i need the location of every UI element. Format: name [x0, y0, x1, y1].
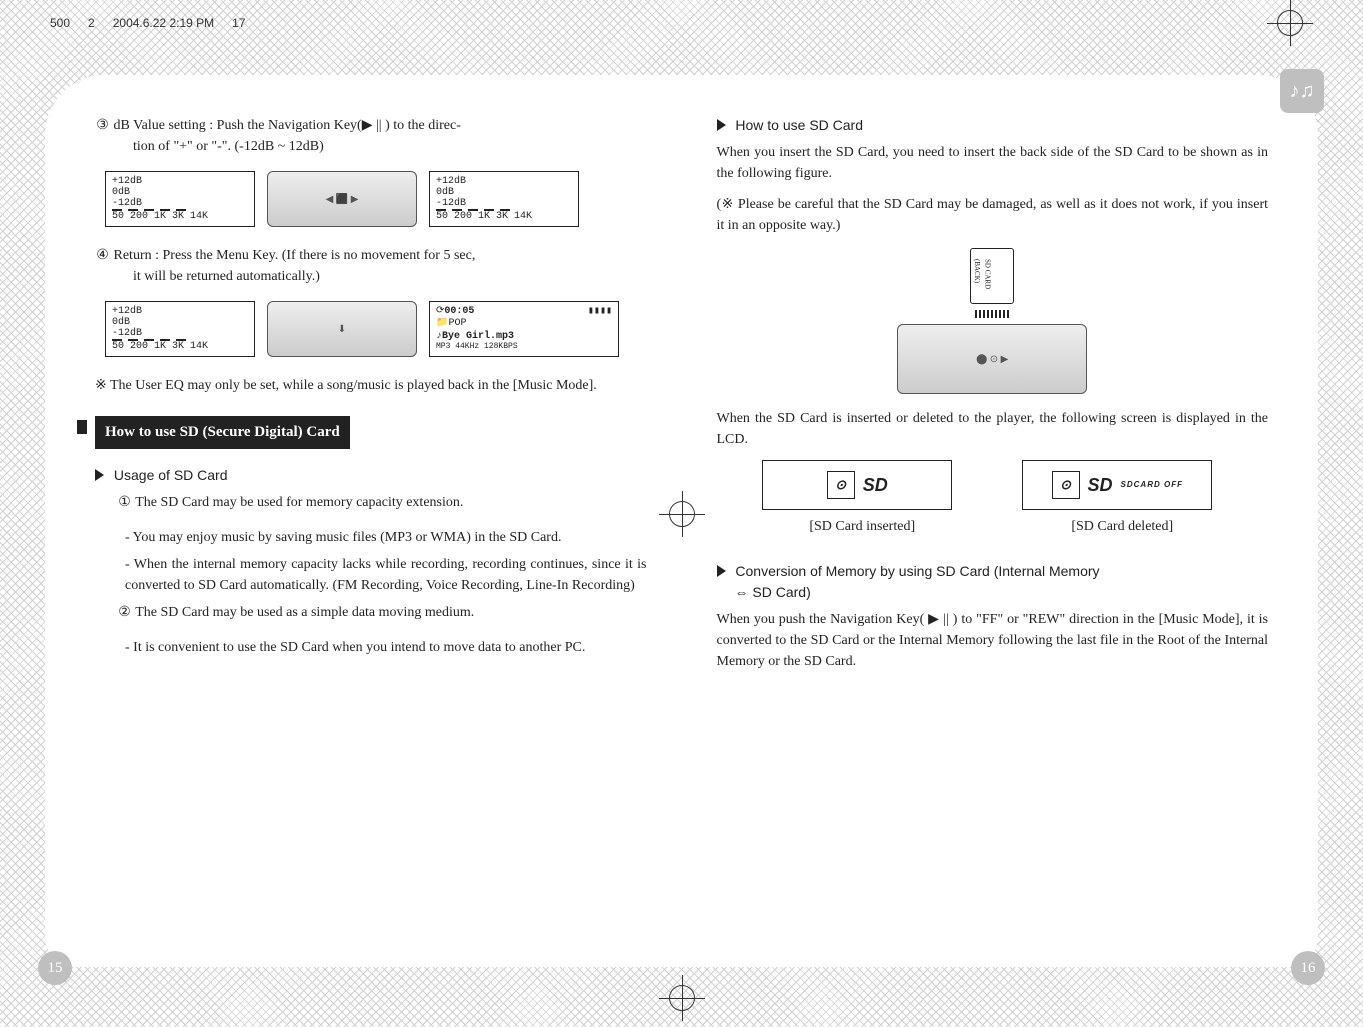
play-lcd: ⟳00:05▮▮▮▮ 📁POP ♪Bye Girl.mp3 MP3 44KHz … [429, 301, 619, 357]
sd-inserted-icon: ⊙ [827, 471, 855, 499]
print-header: 500 2 2004.6.22 2:19 PM 17 [50, 8, 1313, 38]
p2-num: ② [117, 602, 132, 623]
play-track: Bye Girl.mp3 [442, 331, 514, 342]
step3-text-b: ) to the direc- [385, 118, 461, 133]
howto-note: (※ Please be careful that the SD Card ma… [717, 194, 1269, 236]
p1-bullets: You may enjoy music by saving music file… [125, 527, 647, 596]
sd-card-back: SD CARD (BACK) [970, 248, 1014, 304]
play-time: 00:05 [444, 306, 474, 317]
registration-mark-top [1267, 0, 1313, 46]
eq-scale-2: +12dB 0dB -12dB [436, 176, 572, 209]
step4-text-b: it will be returned automatically.) [133, 266, 647, 287]
eq-illustration-2: +12dB 0dB -12dB 50 200 1K 3K 14K ⬇ ⟳00:0… [105, 301, 647, 357]
eq-freq-2: 50 200 1K 3K 14K [436, 211, 572, 222]
sd-status-row: ⊙ SD [SD Card inserted] ⊙ SD SDCARD OFF … [717, 460, 1269, 537]
triangle-icon-3 [717, 565, 726, 577]
eq-lcd-3: +12dB 0dB -12dB 50 200 1K 3K 14K [105, 301, 255, 357]
eq-lcd-before: +12dB 0dB -12dB 50 200 1K 3K 14K [105, 171, 255, 227]
page-number-left: 15 [38, 951, 72, 985]
p1-num: ① [117, 492, 132, 513]
sdcard-off: SDCARD OFF [1121, 479, 1183, 491]
section-title: How to use SD (Secure Digital) Card [95, 416, 350, 449]
sub-conversion: Conversion of Memory by using SD Card (I… [717, 561, 1269, 603]
play-mode: POP [448, 318, 466, 329]
p1-text: The SD Card may be used for memory capac… [135, 495, 463, 510]
left-column: ③ dB Value setting : Push the Navigation… [95, 115, 647, 937]
header-version: 2 [88, 16, 95, 30]
sub-usage-text: Usage of SD Card [114, 467, 228, 483]
sd-player-device: ⬤ ⊙ ▶ [897, 324, 1087, 394]
header-datetime: 2004.6.22 2:19 PM [113, 16, 214, 30]
eq-lcd-after: +12dB 0dB -12dB 50 200 1K 3K 14K [429, 171, 579, 227]
usage-p1: ① The SD Card may be used for memory cap… [117, 492, 647, 513]
tip-text: The User EQ may only be set, while a son… [110, 378, 597, 393]
pause-glyph: || [376, 118, 382, 133]
step3: ③ dB Value setting : Push the Navigation… [95, 115, 647, 157]
step4-text-a: Return : Press the Menu Key. (If there i… [114, 248, 476, 263]
tip-symbol: ※ [95, 378, 107, 393]
play-meta: MP3 44KHz 128KBPS [436, 343, 612, 352]
sub-conv-a: Conversion of Memory by using SD Card (I… [735, 563, 1099, 579]
step3-num: ③ [95, 115, 110, 136]
right-column: How to use SD Card When you insert the S… [717, 115, 1269, 937]
header-page: 17 [232, 16, 245, 30]
status-text: When the SD Card is inserted or deleted … [717, 408, 1269, 450]
p1-b2: When the internal memory capacity lacks … [125, 554, 647, 596]
device-keyvisual: ◀ ⬛ ▶ [267, 171, 417, 227]
eq-freq: 50 200 1K 3K 14K [112, 211, 248, 222]
eq-freq-3: 50 200 1K 3K 14K [112, 341, 248, 352]
eq-scale: +12dB 0dB -12dB [112, 176, 248, 209]
registration-mark-center [659, 491, 705, 537]
sd-logo-2: SD [1088, 472, 1113, 499]
triangle-icon-2 [717, 119, 726, 131]
sub-usage: Usage of SD Card [95, 465, 647, 486]
conversion-text: When you push the Navigation Key( ▶ || )… [717, 609, 1269, 672]
user-eq-tip: ※ The User EQ may only be set, while a s… [95, 375, 647, 396]
eq-scale-3: +12dB 0dB -12dB [112, 306, 248, 339]
sd-assembly: SD CARD (BACK) ⬤ ⊙ ▶ [897, 248, 1087, 394]
sd-back-label: SD CARD (BACK) [971, 259, 992, 289]
header-file: 500 [50, 16, 70, 30]
howto-intro: When you insert the SD Card, you need to… [717, 142, 1269, 184]
step4: ④ Return : Press the Menu Key. (If there… [95, 245, 647, 287]
sub-howto-text: How to use SD Card [735, 117, 863, 133]
device-keyvisual-2: ⬇ [267, 301, 417, 357]
step3-text-a: dB Value setting : Push the Navigation K… [114, 118, 373, 133]
caption-inserted: [SD Card inserted] [762, 516, 962, 537]
sub-conv-b: ⇔ SD Card) [735, 584, 811, 600]
eq-illustration-1: +12dB 0dB -12dB 50 200 1K 3K 14K ◀ ⬛ ▶ +… [105, 171, 647, 227]
p2-text: The SD Card may be used as a simple data… [135, 605, 474, 620]
sub-howto: How to use SD Card [717, 115, 1269, 136]
page-number-right: 16 [1291, 951, 1325, 985]
sd-deleted-icon: ⊙ [1052, 471, 1080, 499]
music-note-icon: ♪♫ [1280, 69, 1324, 113]
triangle-icon [95, 469, 104, 481]
step3-text-c: tion of "+" or "-". (-12dB ~ 12dB) [133, 136, 647, 157]
usage-p2: ② The SD Card may be used as a simple da… [117, 602, 647, 623]
sd-deleted: ⊙ SD SDCARD OFF [SD Card deleted] [1022, 460, 1222, 537]
registration-mark-bottom [659, 975, 705, 1021]
step4-num: ④ [95, 245, 110, 266]
sd-contacts-icon [975, 310, 1009, 318]
p2-bullets: It is convenient to use the SD Card when… [125, 637, 647, 658]
p1-b1: You may enjoy music by saving music file… [125, 527, 647, 548]
note-text: Please be careful that the SD Card may b… [717, 197, 1269, 233]
sd-logo-1: SD [863, 472, 888, 499]
caption-deleted: [SD Card deleted] [1022, 516, 1222, 537]
sd-inserted: ⊙ SD [SD Card inserted] [762, 460, 962, 537]
p2-b1: It is convenient to use the SD Card when… [125, 637, 647, 658]
note-symbol: (※ [717, 197, 734, 212]
